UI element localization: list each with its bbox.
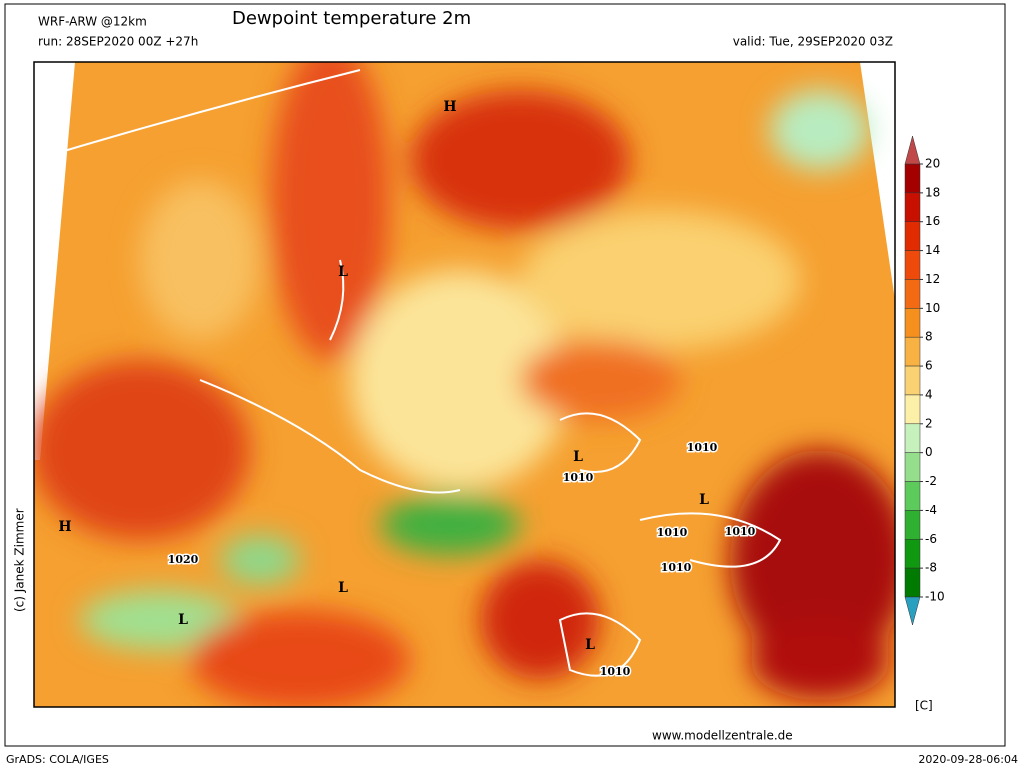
colorbar-segment bbox=[904, 221, 921, 251]
pressure-label: L bbox=[178, 612, 188, 628]
colorbar-segment bbox=[904, 365, 921, 396]
isobar bbox=[639, 512, 782, 568]
colorbar-tick-label: -6 bbox=[925, 532, 937, 546]
colorbar-tick-label: 0 bbox=[925, 445, 933, 459]
pressure-label: 1010 bbox=[657, 526, 688, 539]
isobar bbox=[34, 69, 361, 161]
pressure-label: 1020 bbox=[168, 553, 199, 566]
colorbar-segment bbox=[904, 308, 921, 338]
copyright: (c) Janek Zimmer bbox=[13, 508, 27, 612]
pressure-label: 1010 bbox=[725, 525, 756, 538]
colorbar-segment bbox=[904, 481, 921, 511]
pressure-label: 1010 bbox=[661, 561, 692, 574]
pressure-label: L bbox=[338, 264, 348, 280]
pressure-label: L bbox=[585, 637, 595, 653]
colorbar-segment bbox=[904, 163, 921, 194]
colorbar-tick-label: 12 bbox=[925, 272, 940, 286]
colorbar-tick-label: 14 bbox=[925, 243, 940, 257]
software: GrADS: COLA/IGES bbox=[6, 753, 109, 766]
colorbar-tick-label: 16 bbox=[925, 214, 940, 228]
pressure-label: L bbox=[573, 449, 583, 465]
unit-label: [C] bbox=[915, 699, 933, 713]
pressure-label: H bbox=[58, 519, 71, 535]
model-name: WRF-ARW @12km bbox=[38, 15, 147, 29]
pressure-label: 1010 bbox=[687, 441, 718, 454]
isobar bbox=[329, 259, 345, 341]
colorbar-segment bbox=[904, 279, 921, 309]
colorbar-tick-label: 8 bbox=[925, 330, 933, 344]
colorbar-segment bbox=[904, 423, 921, 453]
colorbar-under bbox=[904, 596, 921, 626]
pressure-label: L bbox=[699, 492, 709, 508]
map-title: Dewpoint temperature 2m bbox=[232, 8, 471, 29]
colorbar-tick-label: 4 bbox=[925, 387, 933, 401]
pressure-label: 1010 bbox=[600, 665, 631, 678]
pressure-label: L bbox=[338, 580, 348, 596]
colorbar-segment bbox=[904, 394, 921, 425]
colorbar-segment bbox=[904, 250, 921, 280]
colorbar-over bbox=[904, 135, 921, 165]
colorbar-tick-label: -4 bbox=[925, 503, 937, 517]
colorbar-segment bbox=[904, 567, 921, 598]
pressure-label: 1010 bbox=[563, 471, 594, 484]
colorbar-tick-label: 10 bbox=[925, 301, 940, 315]
colorbar-tick-label: -2 bbox=[925, 474, 937, 488]
map-frame bbox=[33, 61, 896, 708]
projection-edge bbox=[34, 62, 75, 460]
colorbar-segment bbox=[904, 452, 921, 482]
colorbar-tick-label: 6 bbox=[925, 359, 933, 373]
valid-time: valid: Tue, 29SEP2020 03Z bbox=[733, 35, 893, 49]
colorbar-tick-label: -10 bbox=[925, 590, 945, 604]
colorbar-segment bbox=[904, 510, 921, 540]
pressure-labels: H L H 1020 L L L 1010 1010 L 1010 1010 1010 L 1010 bbox=[58, 99, 757, 680]
colorbar-tick-label: 18 bbox=[925, 185, 940, 199]
run-time: run: 28SEP2020 00Z +27h bbox=[38, 35, 198, 49]
field-blobs bbox=[34, 62, 895, 707]
colorbar-tick-label: -8 bbox=[925, 561, 937, 575]
colorbar-tick-label: 2 bbox=[925, 416, 933, 430]
isobar bbox=[558, 612, 642, 677]
timestamp: 2020-09-28-06:04 bbox=[918, 753, 1018, 766]
isobar bbox=[559, 412, 642, 473]
isobar bbox=[199, 379, 461, 494]
page-frame bbox=[4, 3, 1006, 747]
colorbar-segment bbox=[904, 192, 921, 222]
colorbar-segment bbox=[904, 539, 921, 569]
colorbar-segment bbox=[904, 336, 921, 367]
website: www.modellzentrale.de bbox=[652, 729, 793, 743]
pressure-label: H bbox=[443, 99, 456, 115]
map-field bbox=[34, 62, 895, 707]
colorbar-tick-label: 20 bbox=[925, 157, 940, 171]
